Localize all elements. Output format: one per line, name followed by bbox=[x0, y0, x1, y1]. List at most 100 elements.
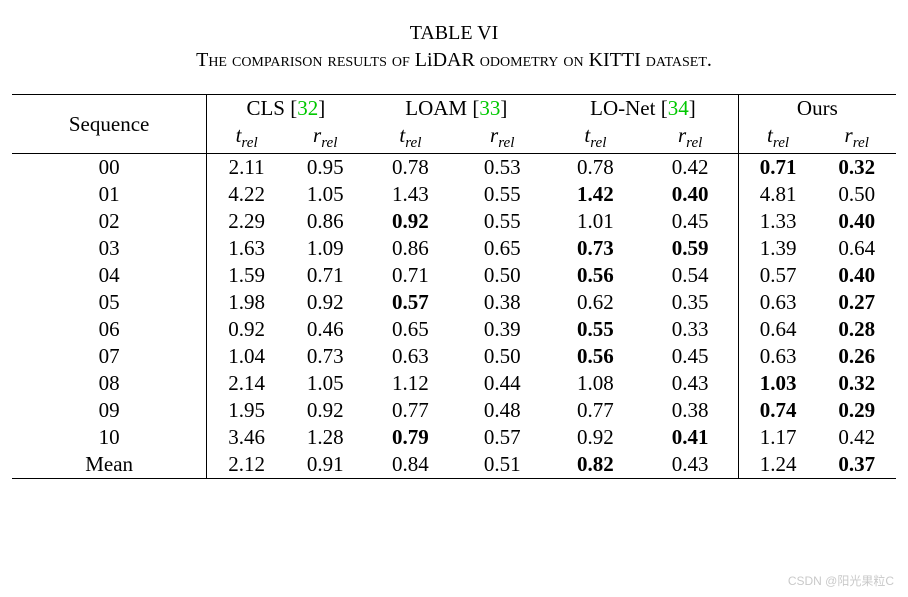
table-cell: 0.74 bbox=[738, 397, 817, 424]
table-cell: 0.92 bbox=[364, 208, 456, 235]
caption-table-label: TABLE VI bbox=[12, 20, 896, 47]
sequence-label: 01 bbox=[12, 181, 207, 208]
table-cell: 1.95 bbox=[207, 397, 286, 424]
table-cell: 0.63 bbox=[738, 289, 817, 316]
method-name: CLS bbox=[246, 96, 285, 120]
table-cell: 0.95 bbox=[286, 154, 364, 182]
table-cell: 0.37 bbox=[817, 451, 896, 479]
table-cell: 0.40 bbox=[643, 181, 739, 208]
table-cell: 0.78 bbox=[548, 154, 643, 182]
table-cell: 0.71 bbox=[286, 262, 364, 289]
table-cell: 0.57 bbox=[364, 289, 456, 316]
method-name: Ours bbox=[797, 96, 838, 120]
method-name: LOAM bbox=[405, 96, 467, 120]
table-cell: 0.43 bbox=[643, 370, 739, 397]
sequence-label: Mean bbox=[12, 451, 207, 479]
caption-l2-a: The comparison results of bbox=[196, 49, 415, 71]
table-cell: 1.63 bbox=[207, 235, 286, 262]
sequence-label: 04 bbox=[12, 262, 207, 289]
table-cell: 1.33 bbox=[738, 208, 817, 235]
table-caption: TABLE VI The comparison results of LiDAR… bbox=[12, 20, 896, 74]
results-table: SequenceCLS [32]LOAM [33]LO-Net [34]Ours… bbox=[12, 88, 896, 479]
table-cell: 0.77 bbox=[364, 397, 456, 424]
table-cell: 1.39 bbox=[738, 235, 817, 262]
table-cell: 1.43 bbox=[364, 181, 456, 208]
table-cell: 0.55 bbox=[548, 316, 643, 343]
table-cell: 0.45 bbox=[643, 208, 739, 235]
sequence-label: 10 bbox=[12, 424, 207, 451]
table-cell: 0.84 bbox=[364, 451, 456, 479]
table-cell: 1.08 bbox=[548, 370, 643, 397]
table-cell: 0.33 bbox=[643, 316, 739, 343]
table-cell: 0.63 bbox=[364, 343, 456, 370]
table-cell: 2.11 bbox=[207, 154, 286, 182]
table-cell: 0.27 bbox=[817, 289, 896, 316]
table-cell: 0.54 bbox=[643, 262, 739, 289]
table-cell: 0.71 bbox=[364, 262, 456, 289]
table-cell: 0.56 bbox=[548, 262, 643, 289]
table-cell: 0.71 bbox=[738, 154, 817, 182]
table-cell: 0.57 bbox=[456, 424, 548, 451]
watermark-text: CSDN @阳光果粒C bbox=[788, 572, 894, 589]
table-cell: 4.22 bbox=[207, 181, 286, 208]
table-cell: 1.24 bbox=[738, 451, 817, 479]
col-header-method: CLS [32] bbox=[207, 95, 365, 123]
table-cell: 0.64 bbox=[817, 235, 896, 262]
caption-l2-b: LiDAR bbox=[415, 49, 475, 71]
table-cell: 0.32 bbox=[817, 154, 896, 182]
table-cell: 0.28 bbox=[817, 316, 896, 343]
table-cell: 0.50 bbox=[817, 181, 896, 208]
caption-l2-e: dataset. bbox=[641, 49, 712, 71]
table-cell: 0.38 bbox=[643, 397, 739, 424]
table-cell: 1.59 bbox=[207, 262, 286, 289]
sequence-label: 07 bbox=[12, 343, 207, 370]
table-cell: 1.12 bbox=[364, 370, 456, 397]
sequence-label: 00 bbox=[12, 154, 207, 182]
table-cell: 2.29 bbox=[207, 208, 286, 235]
table-cell: 1.05 bbox=[286, 370, 364, 397]
sequence-label: 06 bbox=[12, 316, 207, 343]
table-cell: 1.09 bbox=[286, 235, 364, 262]
table-cell: 0.50 bbox=[456, 262, 548, 289]
sequence-label: 03 bbox=[12, 235, 207, 262]
table-cell: 0.38 bbox=[456, 289, 548, 316]
table-cell: 0.46 bbox=[286, 316, 364, 343]
table-cell: 0.62 bbox=[548, 289, 643, 316]
col-subheader: rrel bbox=[286, 122, 364, 154]
table-cell: 0.65 bbox=[364, 316, 456, 343]
table-cell: 0.73 bbox=[548, 235, 643, 262]
table-cell: 0.92 bbox=[548, 424, 643, 451]
table-cell: 0.43 bbox=[643, 451, 739, 479]
sequence-label: 08 bbox=[12, 370, 207, 397]
table-cell: 1.01 bbox=[548, 208, 643, 235]
table-cell: 0.56 bbox=[548, 343, 643, 370]
table-cell: 0.92 bbox=[286, 289, 364, 316]
table-cell: 0.78 bbox=[364, 154, 456, 182]
table-cell: 0.42 bbox=[643, 154, 739, 182]
col-header-sequence: Sequence bbox=[12, 95, 207, 154]
table-cell: 0.86 bbox=[364, 235, 456, 262]
table-cell: 0.42 bbox=[817, 424, 896, 451]
table-cell: 0.73 bbox=[286, 343, 364, 370]
col-subheader: trel bbox=[738, 122, 817, 154]
table-cell: 0.40 bbox=[817, 208, 896, 235]
table-cell: 0.44 bbox=[456, 370, 548, 397]
table-cell: 0.35 bbox=[643, 289, 739, 316]
table-cell: 0.55 bbox=[456, 208, 548, 235]
col-subheader: trel bbox=[548, 122, 643, 154]
col-subheader: trel bbox=[364, 122, 456, 154]
table-cell: 0.57 bbox=[738, 262, 817, 289]
col-subheader: rrel bbox=[456, 122, 548, 154]
caption-line2: The comparison results of LiDAR odometry… bbox=[12, 47, 896, 74]
table-cell: 1.98 bbox=[207, 289, 286, 316]
table-cell: 0.39 bbox=[456, 316, 548, 343]
sequence-label: 05 bbox=[12, 289, 207, 316]
col-subheader: rrel bbox=[643, 122, 739, 154]
table-cell: 1.05 bbox=[286, 181, 364, 208]
table-cell: 0.45 bbox=[643, 343, 739, 370]
caption-l2-c: odometry on bbox=[475, 49, 589, 71]
table-cell: 0.48 bbox=[456, 397, 548, 424]
col-subheader: rrel bbox=[817, 122, 896, 154]
table-cell: 1.42 bbox=[548, 181, 643, 208]
citation-ref: 33 bbox=[479, 96, 500, 120]
